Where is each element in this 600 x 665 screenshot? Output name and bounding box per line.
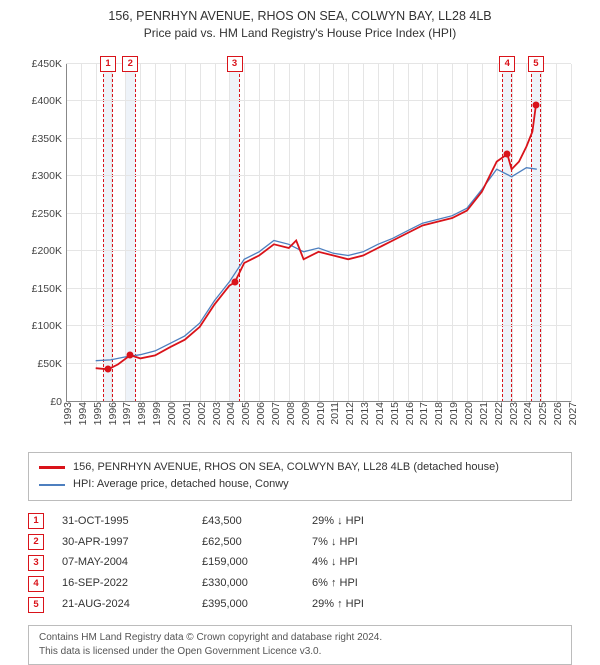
sale-price: £330,000 — [202, 573, 312, 594]
x-axis-label: 1997 — [117, 402, 133, 425]
x-axis-label: 2008 — [281, 402, 297, 425]
y-axis-label: £50K — [37, 358, 66, 370]
x-axis-label: 2000 — [162, 402, 178, 425]
x-axis-label: 2013 — [355, 402, 371, 425]
sale-marker-box: 2 — [122, 56, 138, 72]
series-line-hpi — [96, 167, 537, 360]
x-axis-label: 1995 — [88, 402, 104, 425]
x-axis-label: 2014 — [370, 402, 386, 425]
y-axis-label: £150K — [32, 283, 66, 295]
chart-area: £0£50K£100K£150K£200K£250K£300K£350K£400… — [20, 46, 580, 438]
sale-number-box: 5 — [28, 597, 44, 613]
x-axis-label: 2026 — [548, 402, 564, 425]
sale-number-box: 2 — [28, 534, 44, 550]
sale-diff: 4% ↓ HPI — [312, 552, 572, 573]
sale-marker-box: 3 — [227, 56, 243, 72]
sale-date: 31-OCT-1995 — [62, 511, 202, 532]
attribution-footer: Contains HM Land Registry data © Crown c… — [28, 625, 572, 665]
sale-number-box: 3 — [28, 555, 44, 571]
legend-item-hpi: HPI: Average price, detached house, Conw… — [39, 476, 561, 494]
sale-date: 16-SEP-2022 — [62, 573, 202, 594]
legend-swatch — [39, 484, 65, 486]
x-axis-label: 2019 — [444, 402, 460, 425]
chart-title-line1: 156, PENRHYN AVENUE, RHOS ON SEA, COLWYN… — [8, 8, 592, 26]
legend: 156, PENRHYN AVENUE, RHOS ON SEA, COLWYN… — [28, 452, 572, 501]
x-axis-label: 2027 — [563, 402, 579, 425]
x-axis-label: 2022 — [489, 402, 505, 425]
x-axis-label: 2015 — [385, 402, 401, 425]
x-axis-label: 2018 — [429, 402, 445, 425]
y-axis-label: £250K — [32, 208, 66, 220]
sales-row: 4 16-SEP-2022£330,0006% ↑ HPI — [28, 573, 572, 594]
sale-marker-box: 1 — [100, 56, 116, 72]
y-axis-label: £100K — [32, 320, 66, 332]
x-axis-label: 2005 — [236, 402, 252, 425]
chart-container: 156, PENRHYN AVENUE, RHOS ON SEA, COLWYN… — [0, 0, 600, 650]
sales-row: 5 21-AUG-2024£395,00029% ↑ HPI — [28, 594, 572, 615]
sales-row: 1 31-OCT-1995£43,50029% ↓ HPI — [28, 511, 572, 532]
sales-table: 1 31-OCT-1995£43,50029% ↓ HPI 2 30-APR-1997… — [28, 511, 572, 615]
sale-marker-box: 5 — [528, 56, 544, 72]
sale-diff: 29% ↑ HPI — [312, 594, 572, 615]
legend-label: HPI: Average price, detached house, Conw… — [73, 476, 289, 494]
legend-label: 156, PENRHYN AVENUE, RHOS ON SEA, COLWYN… — [73, 459, 499, 477]
sale-marker-dot — [532, 101, 539, 108]
sale-marker-dot — [504, 150, 511, 157]
x-axis-label: 2020 — [459, 402, 475, 425]
sale-number-box: 4 — [28, 576, 44, 592]
sale-diff: 6% ↑ HPI — [312, 573, 572, 594]
x-axis-label: 2025 — [533, 402, 549, 425]
x-axis-label: 2002 — [192, 402, 208, 425]
plot-area: £0£50K£100K£150K£200K£250K£300K£350K£400… — [66, 64, 571, 402]
legend-item-property: 156, PENRHYN AVENUE, RHOS ON SEA, COLWYN… — [39, 459, 561, 477]
gridline — [571, 64, 572, 402]
sales-row: 3 07-MAY-2004£159,0004% ↓ HPI — [28, 552, 572, 573]
y-axis-label: £400K — [32, 95, 66, 107]
x-axis-label: 2011 — [325, 402, 341, 425]
sale-marker-box: 4 — [499, 56, 515, 72]
series-svg — [66, 64, 571, 402]
x-axis-label: 2006 — [251, 402, 267, 425]
x-axis-label: 2012 — [340, 402, 356, 425]
sale-marker-dot — [127, 351, 134, 358]
x-axis-label: 1994 — [73, 402, 89, 425]
y-axis-label: £200K — [32, 245, 66, 257]
sale-price: £395,000 — [202, 594, 312, 615]
x-axis-label: 1998 — [132, 402, 148, 425]
sale-diff: 7% ↓ HPI — [312, 532, 572, 553]
legend-swatch — [39, 466, 65, 469]
sale-diff: 29% ↓ HPI — [312, 511, 572, 532]
sale-date: 07-MAY-2004 — [62, 552, 202, 573]
y-axis-label: £450K — [32, 58, 66, 70]
footer-line: Contains HM Land Registry data © Crown c… — [39, 631, 561, 645]
sale-price: £62,500 — [202, 532, 312, 553]
x-axis-label: 2009 — [296, 402, 312, 425]
x-axis-label: 2004 — [221, 402, 237, 425]
y-axis-label: £300K — [32, 170, 66, 182]
sale-price: £159,000 — [202, 552, 312, 573]
series-line-property — [96, 105, 536, 369]
sale-number-box: 1 — [28, 513, 44, 529]
sale-date: 21-AUG-2024 — [62, 594, 202, 615]
sale-price: £43,500 — [202, 511, 312, 532]
x-axis-label: 1993 — [58, 402, 74, 425]
sale-marker-dot — [105, 365, 112, 372]
footer-line: This data is licensed under the Open Gov… — [39, 645, 561, 659]
x-axis-label: 2007 — [266, 402, 282, 425]
x-axis-label: 1999 — [147, 402, 163, 425]
y-axis-label: £350K — [32, 133, 66, 145]
sale-date: 30-APR-1997 — [62, 532, 202, 553]
sales-row: 2 30-APR-1997£62,5007% ↓ HPI — [28, 532, 572, 553]
x-axis-label: 2021 — [474, 402, 490, 425]
chart-title-line2: Price paid vs. HM Land Registry's House … — [8, 26, 592, 40]
sale-marker-dot — [231, 279, 238, 286]
x-axis-label: 2001 — [177, 402, 193, 425]
